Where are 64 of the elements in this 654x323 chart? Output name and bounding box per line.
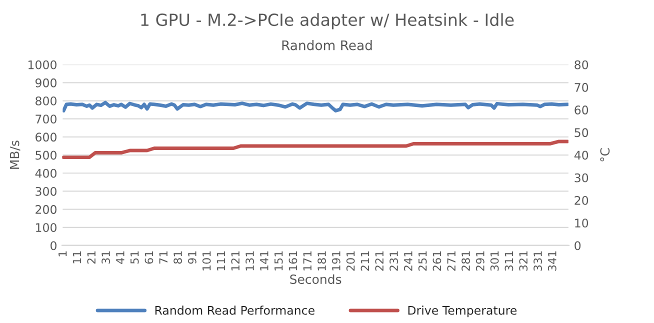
- x-tick-label: 191: [332, 251, 340, 270]
- x-tick-label: 261: [432, 251, 442, 271]
- y-tick-label: 800: [36, 96, 56, 106]
- y-tick-label: 700: [36, 114, 56, 124]
- x-tick-label: 171: [303, 251, 312, 270]
- legend-label: Random Read Performance: [155, 306, 314, 315]
- y-tick-label: 900: [35, 78, 56, 88]
- x-tick-label: 201: [346, 251, 355, 271]
- y2-tick-label: 10: [575, 218, 588, 228]
- x-tick-label: 321: [519, 251, 528, 271]
- x-tick-label: 131: [246, 251, 254, 270]
- x-tick-label: 121: [231, 251, 240, 270]
- x-tick-label: 31: [102, 251, 110, 264]
- line-series: [62, 140, 569, 160]
- x-tick-label: 71: [159, 251, 168, 264]
- x-tick-label: 341: [548, 251, 556, 271]
- y-tick-label: 300: [36, 186, 56, 196]
- x-tick-label: 271: [447, 251, 456, 271]
- y-tick-label: 500: [36, 150, 56, 160]
- y2-tick-label: 70: [574, 82, 588, 92]
- y2-tick-label: 50: [574, 128, 588, 138]
- x-tick-label: 291: [476, 251, 484, 271]
- chart-title: 1 GPU - M.2->PCIe adapter w/ Heatsink - Idle: [141, 13, 514, 30]
- x-tick-label: 91: [188, 251, 196, 264]
- x-tick-label: 301: [490, 251, 499, 271]
- x-tick-label: 151: [274, 251, 283, 270]
- line-series: [62, 100, 569, 112]
- y2-axis-title: °C: [600, 148, 610, 162]
- y-tick-label: 0: [50, 241, 56, 250]
- x-tick-label: 211: [360, 251, 370, 271]
- x-tick-label: 221: [375, 251, 384, 271]
- x-tick-label: 41: [116, 251, 124, 264]
- x-tick-label: 251: [418, 251, 427, 271]
- x-tick-label: 281: [462, 251, 470, 271]
- x-tick-label: 241: [404, 251, 412, 271]
- x-tick-label: 1: [58, 251, 67, 256]
- y2-tick-label: 20: [574, 196, 588, 205]
- y-tick-label: 100: [36, 223, 56, 232]
- x-tick-label: 101: [202, 251, 211, 270]
- x-tick-label: 331: [534, 251, 542, 271]
- x-tick-label: 21: [87, 251, 96, 264]
- y2-tick-label: 30: [574, 173, 588, 182]
- x-tick-label: 161: [288, 251, 298, 270]
- x-tick-label: 51: [130, 251, 139, 264]
- y2-tick-label: 60: [574, 106, 588, 114]
- chart-subtitle: Random Read: [282, 40, 372, 50]
- x-tick-label: 11: [72, 251, 82, 264]
- x-tick-label: 111: [216, 251, 226, 270]
- y-axis-title: MB/s: [10, 140, 20, 169]
- x-axis-title: Seconds: [290, 274, 342, 284]
- x-tick-label: 181: [318, 251, 326, 270]
- y-tick-label: 1000: [28, 60, 56, 70]
- x-tick-label: 311: [504, 251, 514, 271]
- x-tick-label: 141: [260, 251, 268, 270]
- y2-tick-label: 40: [574, 150, 588, 160]
- y-tick-label: 600: [36, 132, 56, 142]
- y-tick-label: 400: [35, 168, 56, 178]
- x-tick-label: 231: [390, 251, 398, 271]
- legend-label: Drive Temperature: [408, 306, 517, 318]
- y2-tick-label: 0: [574, 241, 581, 250]
- y-tick-label: 200: [36, 205, 56, 214]
- x-tick-label: 61: [144, 251, 154, 264]
- x-tick-label: 81: [174, 251, 182, 264]
- y2-tick-label: 80: [574, 60, 588, 70]
